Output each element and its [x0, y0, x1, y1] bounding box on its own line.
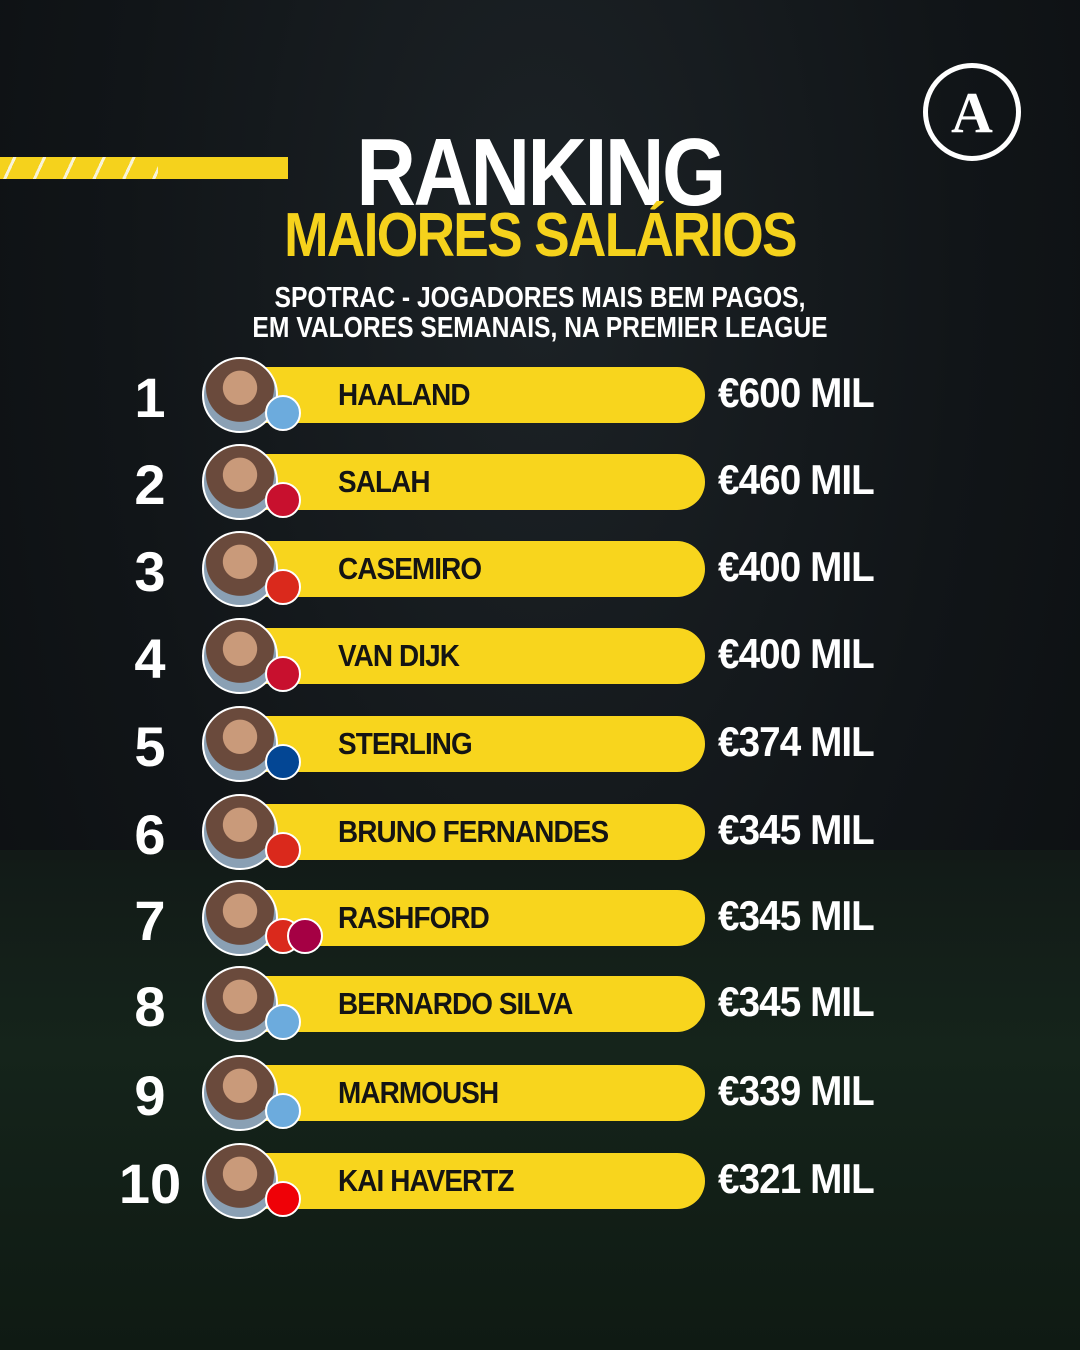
name-bar	[250, 716, 705, 772]
player-avatar	[202, 706, 278, 782]
player-name: VAN DIJK	[338, 638, 460, 673]
name-bar	[250, 804, 705, 860]
club-badge-icon	[265, 395, 301, 431]
club-badge-icon	[287, 918, 323, 954]
club-badge-icon	[265, 1181, 301, 1217]
player-name: CASEMIRO	[338, 551, 482, 586]
description-line-1: SPOTRAC - JOGADORES MAIS BEM PAGOS,	[274, 282, 806, 314]
name-bar	[250, 890, 705, 946]
club-badge-icon	[265, 744, 301, 780]
player-name: SALAH	[338, 464, 431, 499]
rank-number: 6	[134, 803, 166, 866]
weekly-salary: €460 MIL	[718, 456, 875, 503]
player-name: KAI HAVERTZ	[338, 1163, 514, 1198]
weekly-salary: €374 MIL	[718, 718, 875, 765]
ranking-row: 6 BRUNO FERNANDES €345 MIL	[0, 792, 1080, 872]
player-name: HAALAND	[338, 377, 471, 412]
decorative-stripe-bar	[0, 157, 288, 179]
name-bar	[250, 454, 705, 510]
ranking-row: 4 VAN DIJK €400 MIL	[0, 616, 1080, 696]
ranking-row: 5 STERLING €374 MIL	[0, 704, 1080, 784]
weekly-salary: €400 MIL	[718, 630, 875, 677]
rank-number: 2	[134, 453, 166, 516]
club-badge-icon	[265, 569, 301, 605]
weekly-salary: €600 MIL	[718, 369, 875, 416]
name-bar	[250, 1065, 705, 1121]
player-avatar	[202, 531, 278, 607]
page-subtitle: MAIORES SALÁRIOS	[284, 201, 797, 270]
ranking-row: 9 MARMOUSH €339 MIL	[0, 1053, 1080, 1133]
player-avatar	[202, 794, 278, 870]
weekly-salary: €345 MIL	[718, 978, 875, 1025]
club-badge-icon	[265, 482, 301, 518]
name-bar	[250, 541, 705, 597]
club-badge-icon	[265, 656, 301, 692]
player-avatar	[202, 618, 278, 694]
name-bar	[250, 367, 705, 423]
ranking-row: 10 KAI HAVERTZ €321 MIL	[0, 1141, 1080, 1221]
player-avatar	[202, 444, 278, 520]
player-name: STERLING	[338, 726, 473, 761]
player-name: RASHFORD	[338, 900, 490, 935]
weekly-salary: €339 MIL	[718, 1067, 875, 1114]
ranking-row: 7 RASHFORD €345 MIL	[0, 878, 1080, 958]
ranking-row: 2 SALAH €460 MIL	[0, 442, 1080, 522]
player-name: BRUNO FERNANDES	[338, 814, 609, 849]
rank-number: 8	[134, 975, 166, 1038]
ranking-row: 1 HAALAND €600 MIL	[0, 355, 1080, 435]
rank-number: 4	[134, 627, 166, 690]
page-title: RANKING	[356, 119, 726, 226]
player-avatar	[202, 1055, 278, 1131]
rank-number: 9	[134, 1064, 166, 1127]
description: SPOTRAC - JOGADORES MAIS BEM PAGOS, EM V…	[81, 283, 999, 343]
description-line-2: EM VALORES SEMANAIS, NA PREMIER LEAGUE	[252, 312, 828, 344]
brand-logo: A	[923, 63, 1021, 161]
ranking-row: 3 CASEMIRO €400 MIL	[0, 529, 1080, 609]
player-avatar	[202, 966, 278, 1042]
weekly-salary: €321 MIL	[718, 1155, 875, 1202]
name-bar	[250, 1153, 705, 1209]
club-badge-icon	[265, 1004, 301, 1040]
logo-letter: A	[951, 79, 993, 145]
weekly-salary: €400 MIL	[718, 543, 875, 590]
club-badge-icon	[265, 1093, 301, 1129]
rank-number: 7	[134, 889, 166, 952]
name-bar	[250, 628, 705, 684]
name-bar	[250, 976, 705, 1032]
club-badge-icon	[265, 832, 301, 868]
player-name: BERNARDO SILVA	[338, 986, 573, 1021]
rank-number: 1	[134, 366, 166, 429]
rank-number: 5	[134, 715, 166, 778]
rank-number: 3	[134, 540, 166, 603]
weekly-salary: €345 MIL	[718, 806, 875, 853]
weekly-salary: €345 MIL	[718, 892, 875, 939]
ranking-row: 8 BERNARDO SILVA €345 MIL	[0, 964, 1080, 1044]
rank-number: 10	[118, 1152, 182, 1215]
player-name: MARMOUSH	[338, 1075, 499, 1110]
